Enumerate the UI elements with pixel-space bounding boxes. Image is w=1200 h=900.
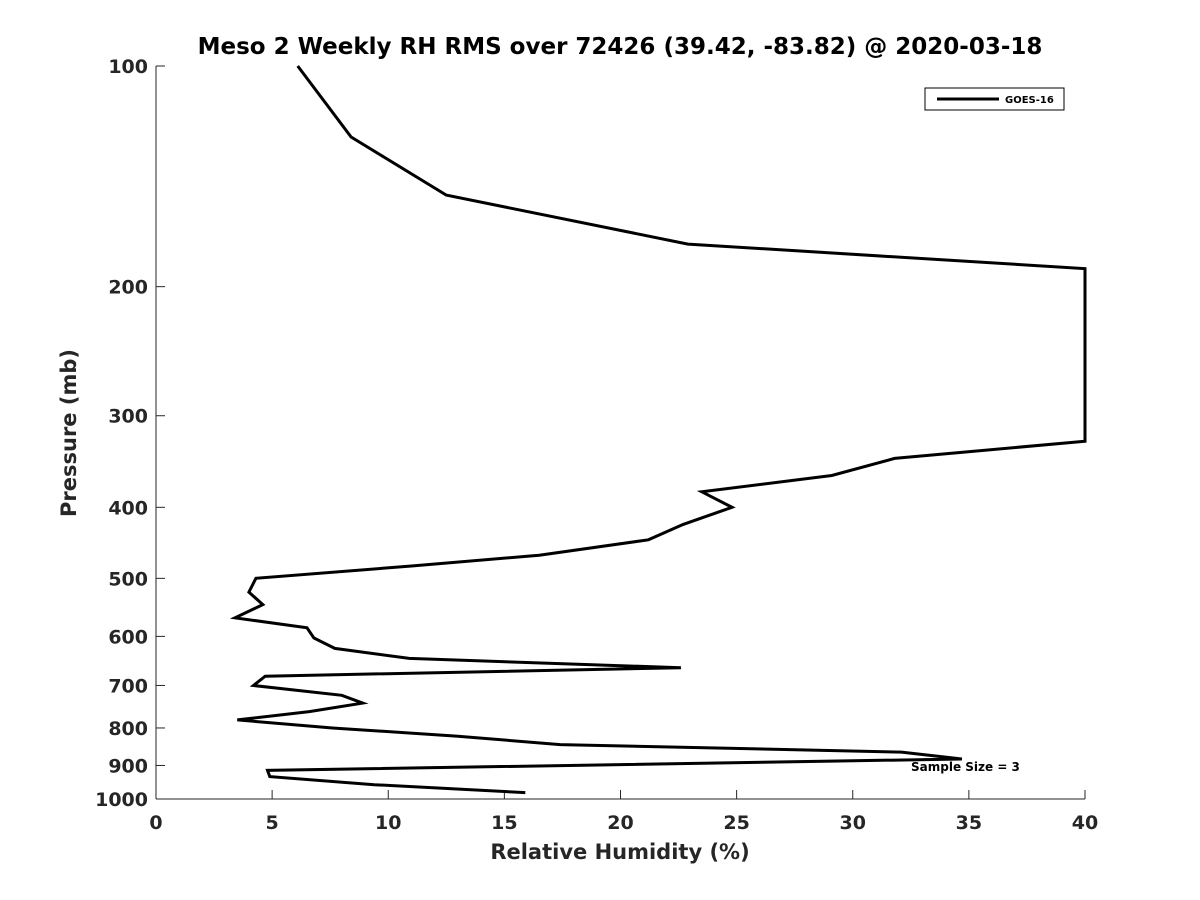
x-tick-label: 20 — [607, 812, 633, 834]
x-tick-label: 30 — [840, 812, 866, 834]
y-tick-label: 500 — [108, 568, 148, 590]
ticks-layer: 0 5 10 15 20 25 30 35 40 100 200 300 400 500 600 700 800… — [95, 56, 1098, 834]
y-tick-label: 100 — [108, 56, 148, 78]
x-tick-label: 25 — [723, 812, 749, 834]
legend-label-goes-16: GOES-16 — [1005, 95, 1054, 106]
chart-title: Meso 2 Weekly RH RMS over 72426 (39.42, … — [198, 34, 1043, 60]
y-tick-label: 200 — [108, 277, 148, 299]
x-tick-label: 0 — [149, 812, 162, 834]
series-line-goes-16 — [229, 65, 1087, 795]
plot-area — [156, 66, 1085, 799]
y-tick-label: 1000 — [95, 789, 148, 811]
x-tick-label: 35 — [956, 812, 982, 834]
x-tick-label: 5 — [266, 812, 279, 834]
sample-size-annotation: Sample Size = 3 — [911, 760, 1020, 774]
x-axis-label: Relative Humidity (%) — [490, 840, 749, 864]
y-tick-label: 600 — [108, 626, 148, 648]
x-tick-label: 10 — [375, 812, 401, 834]
y-tick-label: 400 — [108, 497, 148, 519]
y-tick-label: 700 — [108, 675, 148, 697]
legend: GOES-16 — [924, 87, 1065, 111]
y-axis-label: Pressure (mb) — [57, 349, 81, 517]
x-tick-label: 15 — [491, 812, 517, 834]
y-tick-label: 300 — [108, 406, 148, 428]
y-tick-label: 800 — [108, 718, 148, 740]
series-layer — [229, 65, 1087, 795]
y-tick-label: 900 — [108, 755, 148, 777]
x-tick-label: 40 — [1072, 812, 1098, 834]
